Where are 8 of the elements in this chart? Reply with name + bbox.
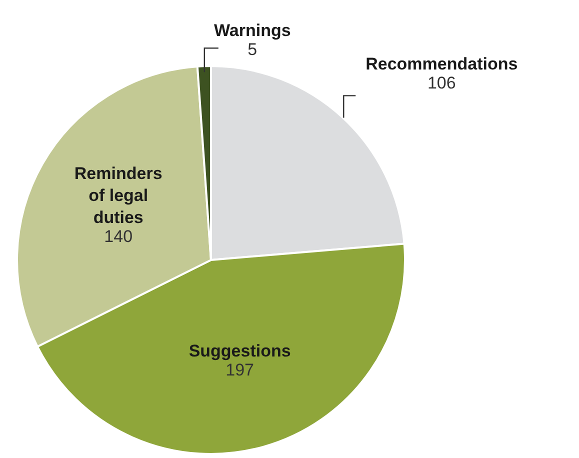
slice-label: Suggestions bbox=[188, 341, 291, 360]
data-label: 140 bbox=[104, 226, 133, 246]
slice-label: Reminders of legal duties bbox=[74, 164, 162, 227]
slice-label: Warnings bbox=[214, 20, 291, 40]
data-label: 5 bbox=[248, 40, 258, 59]
data-label: 197 bbox=[226, 360, 254, 380]
data-label: 106 bbox=[427, 73, 456, 92]
slice-label: Recommendations bbox=[366, 54, 518, 74]
